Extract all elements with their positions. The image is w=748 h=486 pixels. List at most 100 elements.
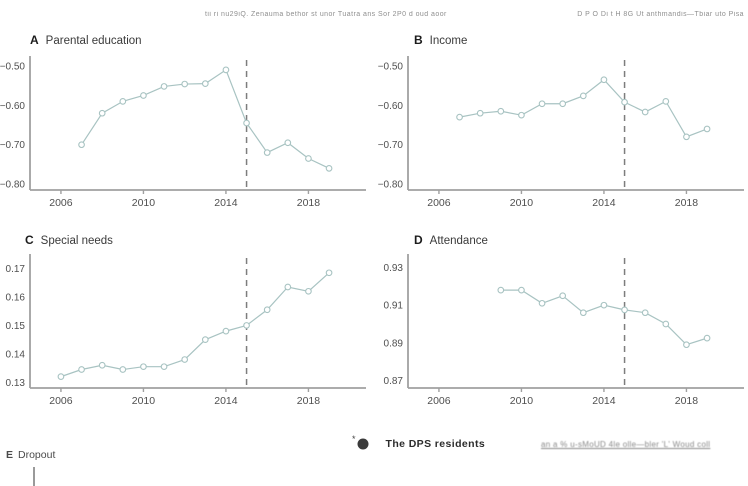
x-tick-label: 2014 — [214, 395, 238, 406]
x-tick-label: 2014 — [214, 197, 238, 208]
data-point-marker — [600, 76, 608, 84]
panel-c-title: C Special needs — [25, 233, 113, 247]
x-tick-label: 2010 — [132, 197, 156, 208]
data-point-marker — [703, 125, 711, 133]
y-tick-label: 0.89 — [384, 338, 404, 349]
data-point-marker — [641, 309, 649, 317]
y-tick-label: 0.15 — [6, 321, 26, 332]
y-tick-label: 0.91 — [384, 301, 404, 312]
x-tick-label: 2006 — [427, 395, 451, 406]
data-point-marker — [181, 356, 189, 363]
panel-c-letter: C — [25, 233, 34, 247]
data-point-marker — [579, 92, 587, 100]
data-point-marker — [662, 320, 670, 328]
x-tick-label: 2006 — [49, 395, 73, 406]
data-point-marker — [263, 306, 271, 314]
x-tick-label: 2006 — [427, 197, 451, 208]
panel-b-letter: B — [414, 33, 423, 47]
data-point-marker — [263, 149, 271, 156]
y-tick-label: −0.80 — [0, 180, 25, 191]
data-point-marker — [98, 109, 106, 117]
data-point-marker — [497, 107, 505, 115]
data-point-marker — [683, 133, 690, 141]
chart-panel-c: 0.17 0.16 0.15 0.14 0.13 2006 2010 2014 2018 — [6, 254, 366, 406]
panel-e-letter: E — [6, 449, 14, 461]
x-tick-label: 2018 — [297, 395, 321, 406]
panel-a-letter: A — [30, 33, 39, 47]
data-point-marker — [559, 100, 567, 108]
data-point-marker — [621, 306, 628, 314]
data-point-marker — [305, 155, 312, 162]
data-point-marker — [243, 119, 250, 127]
data-point-marker — [538, 299, 546, 307]
chart-panel-a: −0.50 −0.60 −0.70 −0.80 2006 2010 2014 2018 — [0, 56, 366, 208]
y-tick-label: 0.93 — [384, 263, 404, 274]
legend-label: The DPS residents — [385, 438, 486, 450]
data-point-marker — [305, 287, 312, 295]
data-point-marker — [222, 327, 230, 335]
figure-legend: * The DPS residents — [352, 434, 486, 450]
panel-e-axis-stub — [33, 467, 35, 486]
panel-e-title: E Dropout — [6, 449, 55, 461]
data-point-marker — [201, 336, 209, 343]
panel-e-title-text: Dropout — [18, 449, 56, 461]
x-tick-label: 2014 — [592, 197, 616, 208]
data-point-marker — [284, 139, 292, 147]
data-point-marker — [181, 80, 189, 88]
panel-b-title-text: Income — [429, 35, 468, 47]
data-point-marker — [160, 83, 168, 90]
series-line — [459, 78, 708, 138]
y-tick-label: 0.13 — [6, 378, 26, 389]
x-tick-label: 2010 — [132, 395, 156, 406]
legend-asterisk: * — [352, 434, 356, 444]
data-point-marker — [222, 66, 230, 74]
data-point-marker — [119, 366, 127, 373]
data-point-marker — [140, 363, 147, 371]
data-point-marker — [518, 286, 525, 294]
data-point-marker — [284, 283, 292, 291]
data-point-marker — [243, 322, 250, 329]
footer-citation-link[interactable]: an a % u-sMoUD 4le olle—bler 'L' Woud co… — [541, 440, 711, 449]
data-point-marker — [538, 100, 546, 108]
data-point-marker — [160, 363, 168, 371]
data-point-marker — [140, 92, 147, 99]
journal-header-text: tii ri nu29iQ. Zenauma bethor st unor Tu… — [205, 11, 447, 18]
data-point-marker — [201, 80, 209, 88]
y-tick-label: 0.16 — [6, 292, 26, 303]
series-line — [500, 289, 708, 346]
panel-a-title-text: Parental education — [45, 35, 142, 47]
y-tick-label: 0.17 — [6, 264, 26, 275]
panel-d-title-text: Attendance — [429, 235, 488, 247]
y-tick-label: −0.70 — [0, 140, 25, 151]
chart-panel-b: −0.50 −0.60 −0.70 −0.80 2006 2010 2014 2018 — [378, 56, 744, 208]
data-point-marker — [456, 113, 463, 121]
data-point-marker — [497, 286, 505, 294]
chart-panel-d: 0.93 0.91 0.89 0.87 2006 2010 2014 2018 — [384, 254, 744, 406]
data-point-marker — [78, 141, 85, 149]
legend-dot-marker — [357, 439, 368, 449]
data-point-marker — [683, 341, 690, 349]
panel-d-letter: D — [414, 233, 423, 247]
y-tick-label: −0.50 — [378, 61, 403, 72]
y-tick-label: 0.87 — [384, 376, 404, 387]
data-point-marker — [325, 164, 333, 172]
y-tick-label: −0.70 — [378, 140, 403, 151]
x-tick-label: 2018 — [675, 197, 699, 208]
data-point-marker — [641, 108, 649, 116]
data-point-marker — [57, 373, 65, 380]
data-point-marker — [600, 301, 608, 309]
x-tick-label: 2018 — [297, 197, 321, 208]
x-tick-label: 2006 — [49, 197, 73, 208]
x-tick-label: 2018 — [675, 395, 699, 406]
data-point-marker — [78, 366, 85, 373]
panel-a-title: A Parental education — [30, 33, 142, 47]
data-point-marker — [98, 361, 106, 369]
data-point-marker — [703, 334, 711, 342]
x-tick-label: 2010 — [510, 197, 534, 208]
panel-c-title-text: Special needs — [40, 235, 113, 247]
series-line — [60, 272, 330, 378]
journal-header-right-text: D P O Di t H 8G Ut anthmandis—Tbiar uto … — [577, 11, 744, 18]
data-point-marker — [662, 98, 670, 105]
data-point-marker — [325, 269, 333, 277]
